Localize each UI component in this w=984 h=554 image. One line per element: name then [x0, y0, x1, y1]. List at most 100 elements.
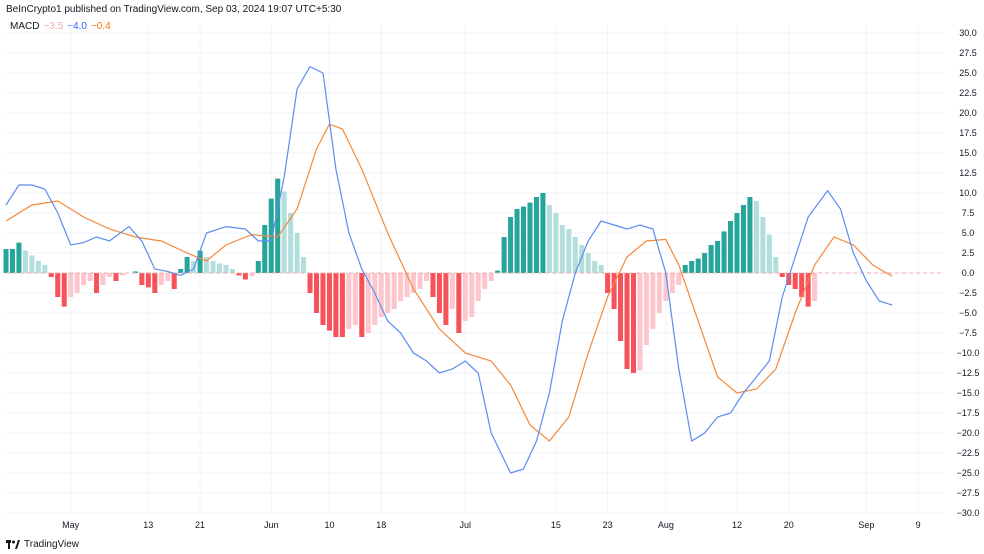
histogram-bar: [423, 273, 430, 281]
signal-value: −0.4: [90, 21, 111, 32]
histogram-value: −3.5: [43, 21, 64, 32]
histogram-bar: [197, 250, 203, 273]
brand-footer: TradingView: [6, 539, 79, 550]
y-tick-label: 10.0: [959, 188, 977, 198]
y-tick-label: −2.5: [959, 288, 977, 298]
histogram-bar: [611, 273, 617, 309]
histogram-bar: [514, 209, 520, 273]
histogram-bar: [145, 273, 151, 288]
histogram-bar: [540, 193, 546, 273]
histogram-bar: [766, 234, 772, 273]
histogram-bar: [81, 273, 87, 285]
y-tick-label: 17.5: [959, 128, 977, 138]
histogram-bar: [385, 273, 391, 313]
x-tick-label: 20: [784, 520, 794, 530]
y-tick-label: 22.5: [959, 88, 977, 98]
macd-line: [5, 65, 893, 474]
y-tick-label: 20.0: [959, 108, 977, 118]
histogram-bar: [624, 273, 630, 369]
histogram-bar: [158, 273, 164, 285]
histogram-bar: [695, 258, 701, 273]
histogram-bar: [572, 237, 578, 273]
histogram-bar: [152, 273, 158, 293]
histogram-bar: [443, 273, 449, 325]
y-tick-label: 0.0: [962, 268, 975, 278]
y-tick-label: −20.0: [957, 428, 980, 438]
histogram-bar: [533, 197, 539, 273]
y-tick-label: −27.5: [957, 488, 980, 498]
y-axis: 30.0 27.5 25.0 22.5 20.0 17.5 15.0 12.5 10.0 7.5 5…: [957, 28, 980, 518]
histogram-bar: [566, 229, 572, 273]
y-tick-label: −10.0: [957, 348, 980, 358]
histogram-bar: [404, 273, 410, 297]
histogram-bar: [242, 273, 248, 280]
histogram-bar: [663, 273, 669, 301]
histogram-bar: [805, 273, 811, 307]
histogram-bar: [630, 273, 637, 373]
y-tick-label: −17.5: [957, 408, 980, 418]
histogram-bar: [139, 273, 145, 285]
histogram-bar: [637, 273, 643, 371]
histogram-bar: [191, 261, 197, 273]
x-tick-label: 23: [603, 520, 613, 530]
histogram-bar: [378, 273, 384, 317]
histogram-bar: [223, 265, 229, 273]
histogram-bar: [411, 273, 417, 293]
histogram-bar: [579, 245, 585, 273]
histogram-bar: [178, 269, 184, 273]
histogram-bar: [307, 273, 313, 293]
histogram-bar: [301, 257, 307, 273]
indicator-name: MACD: [10, 21, 40, 32]
histogram-bar: [430, 273, 436, 297]
histogram-bar: [29, 255, 35, 273]
histogram-bar: [779, 273, 785, 277]
y-tick-label: 27.5: [959, 48, 977, 58]
histogram-bar: [35, 261, 41, 273]
histogram-bar: [676, 273, 682, 285]
histogram-bars: [3, 178, 818, 373]
histogram-bar: [721, 231, 727, 273]
tradingview-logo-icon: [6, 540, 20, 549]
histogram-bar: [449, 273, 455, 309]
histogram-bar: [48, 273, 54, 277]
histogram-bar: [16, 242, 22, 273]
histogram-bar: [68, 273, 74, 297]
histogram-bar: [9, 249, 15, 273]
y-tick-label: 25.0: [959, 68, 977, 78]
histogram-bar: [171, 273, 177, 289]
histogram-bar: [229, 269, 235, 273]
histogram-bar: [656, 273, 662, 313]
chart-grid: [6, 23, 944, 514]
x-tick-label: 13: [143, 520, 153, 530]
histogram-bar: [255, 261, 261, 273]
signal-line: [5, 123, 893, 442]
histogram-bar: [559, 225, 565, 273]
histogram-bar: [106, 273, 113, 277]
histogram-bar: [482, 273, 488, 289]
x-tick-label: 10: [324, 520, 334, 530]
brand-name: TradingView: [24, 539, 80, 550]
histogram-bar: [734, 213, 740, 273]
histogram-bar: [728, 221, 734, 273]
histogram-bar: [760, 217, 766, 273]
histogram-bar: [417, 273, 423, 289]
publish-caption: BeInCrypto1 published on TradingView.com…: [6, 4, 342, 15]
y-tick-label: 15.0: [959, 148, 977, 158]
histogram-bar: [391, 273, 397, 309]
histogram-bar: [812, 273, 818, 301]
histogram-bar: [210, 261, 216, 273]
histogram-bar: [689, 261, 695, 273]
histogram-bar: [436, 273, 442, 313]
y-tick-label: −25.0: [957, 468, 980, 478]
histogram-bar: [61, 273, 67, 307]
histogram-bar: [184, 257, 190, 273]
histogram-bar: [262, 225, 268, 273]
histogram-bar: [249, 273, 255, 277]
histogram-bar: [753, 201, 759, 273]
histogram-bar: [669, 273, 675, 293]
x-tick-label: 18: [376, 520, 386, 530]
histogram-bar: [682, 265, 688, 273]
y-tick-label: 12.5: [959, 168, 977, 178]
histogram-bar: [527, 202, 533, 273]
